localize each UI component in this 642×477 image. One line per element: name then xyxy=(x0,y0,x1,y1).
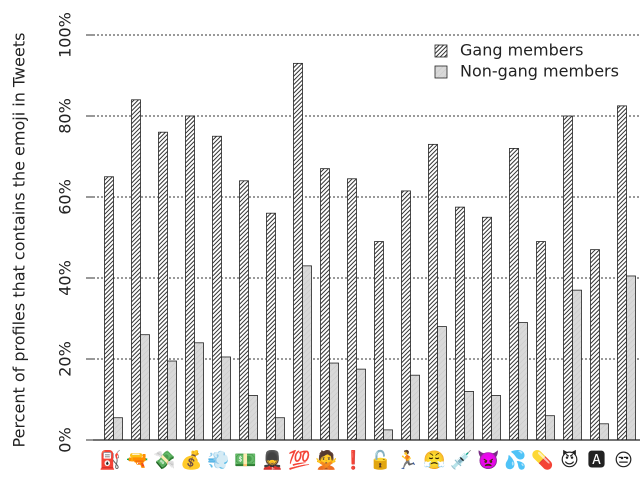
bar xyxy=(383,429,393,441)
x-tick-label: 😤 xyxy=(423,450,445,471)
legend-label: Gang members xyxy=(460,41,584,60)
y-tick-label: 20% xyxy=(56,341,75,377)
x-tick-label: 😈 xyxy=(560,449,579,471)
bar xyxy=(518,322,528,441)
bar xyxy=(329,362,339,441)
bar xyxy=(221,356,231,441)
bar xyxy=(140,334,150,441)
bar xyxy=(167,360,177,441)
bar xyxy=(482,216,492,441)
bar xyxy=(590,249,600,441)
bar xyxy=(599,423,609,441)
legend-label: Non-gang members xyxy=(460,62,619,81)
bar xyxy=(617,105,627,441)
x-tick-label: 💰 xyxy=(180,449,202,471)
bar xyxy=(509,147,519,441)
bar xyxy=(194,342,204,441)
bar xyxy=(347,178,357,441)
x-tick-label: 💦 xyxy=(504,448,526,471)
legend-swatch xyxy=(434,65,448,79)
y-tick-label: 80% xyxy=(56,98,75,134)
y-tick-label: 60% xyxy=(56,179,75,215)
x-tick-label: 💂 xyxy=(261,449,283,471)
bar xyxy=(563,115,573,441)
bar xyxy=(626,275,636,441)
y-tick-label: 40% xyxy=(56,260,75,296)
x-tick-label: 💵 xyxy=(234,450,256,471)
bar xyxy=(302,265,312,441)
bar xyxy=(572,289,582,441)
x-tick-label: 💊 xyxy=(531,449,553,471)
bar xyxy=(536,241,546,441)
bar xyxy=(437,326,447,441)
bar xyxy=(464,390,474,441)
x-tick-label: 💉 xyxy=(450,449,472,471)
x-tick-label: 🏃 xyxy=(396,449,418,471)
y-tick-label: 100% xyxy=(56,12,75,58)
bar xyxy=(293,62,303,441)
bar xyxy=(320,168,330,441)
x-tick-label: 💯 xyxy=(288,449,310,471)
legend-swatch xyxy=(434,44,448,58)
bar xyxy=(374,241,384,441)
bar xyxy=(131,99,141,441)
x-tick-label: 🅰 xyxy=(588,450,606,471)
y-tick-label: 0% xyxy=(56,427,75,452)
bar xyxy=(248,395,258,441)
bar xyxy=(491,395,501,441)
bar xyxy=(266,212,276,441)
bar xyxy=(401,190,411,441)
x-tick-label: 😒 xyxy=(614,450,633,471)
bar xyxy=(158,131,168,441)
bar xyxy=(545,415,555,441)
bar xyxy=(455,206,465,441)
bar xyxy=(275,417,285,441)
bar xyxy=(104,176,114,441)
bar xyxy=(212,135,222,441)
x-tick-label: 🙅 xyxy=(315,449,337,471)
bar xyxy=(113,417,123,441)
x-tick-label: 💨 xyxy=(207,450,229,471)
x-tick-label: 🔓 xyxy=(369,449,391,471)
x-tick-label: 💸 xyxy=(153,450,175,471)
bar xyxy=(356,368,366,441)
bar xyxy=(428,143,438,441)
x-tick-label: 👿 xyxy=(477,450,499,471)
y-axis-label: Percent of profiles that contains the em… xyxy=(10,33,29,448)
x-tick-label: 🔫 xyxy=(126,450,148,471)
x-tick-label: ⛽ xyxy=(99,449,121,471)
x-tick-label: ❗ xyxy=(342,449,364,471)
bar xyxy=(410,374,420,441)
bar xyxy=(185,115,195,441)
bar xyxy=(239,180,249,441)
